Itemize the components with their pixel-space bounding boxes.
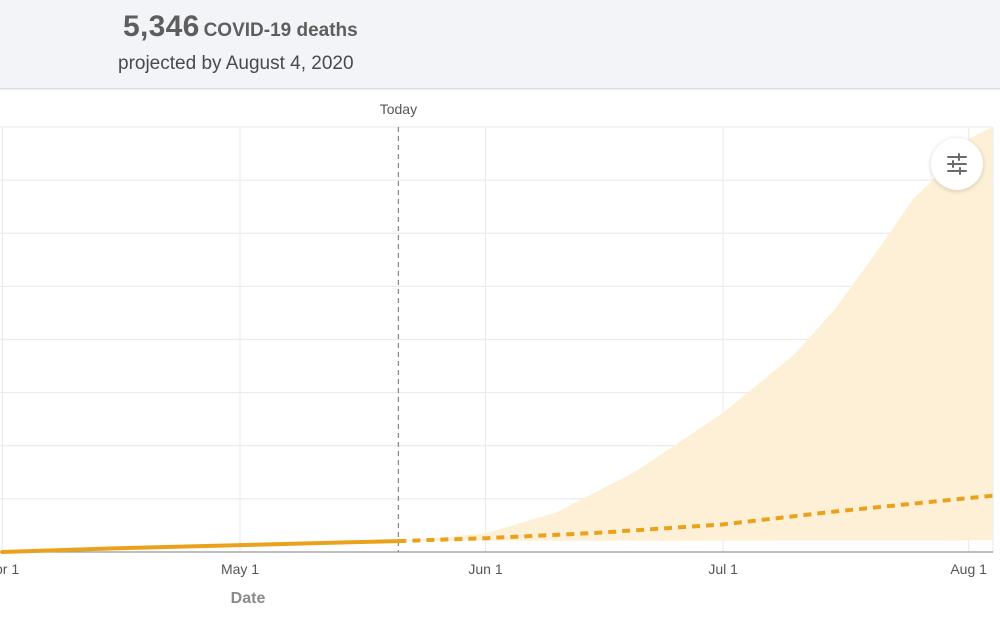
deaths-headline: 5,346 COVID-19 deaths xyxy=(123,10,358,44)
summary-header: 5,346 COVID-19 deaths projected by August… xyxy=(0,0,1000,89)
series-lines xyxy=(0,493,993,554)
x-tick-label: Jul 1 xyxy=(708,561,738,577)
x-tick-label: Jun 1 xyxy=(468,561,502,577)
x-axis-label: Date xyxy=(231,590,266,607)
uncertainty-band xyxy=(398,127,993,542)
x-tick-labels: Apr 1 May 1 Jun 1 Jul 1 Aug 1 xyxy=(0,561,987,577)
deaths-label: COVID-19 deaths xyxy=(203,20,358,41)
today-label: Today xyxy=(380,101,417,117)
x-tick-label: May 1 xyxy=(221,561,259,577)
series-line-dashed xyxy=(398,493,993,544)
series-line-solid xyxy=(0,539,401,554)
projection-date-text: projected by August 4, 2020 xyxy=(118,53,354,74)
x-tick-label: Apr 1 xyxy=(0,561,19,577)
deaths-count: 5,346 xyxy=(123,10,200,43)
chart-settings-button[interactable] xyxy=(931,138,983,190)
x-tick-label: Aug 1 xyxy=(950,561,987,577)
sliders-icon xyxy=(947,153,967,175)
